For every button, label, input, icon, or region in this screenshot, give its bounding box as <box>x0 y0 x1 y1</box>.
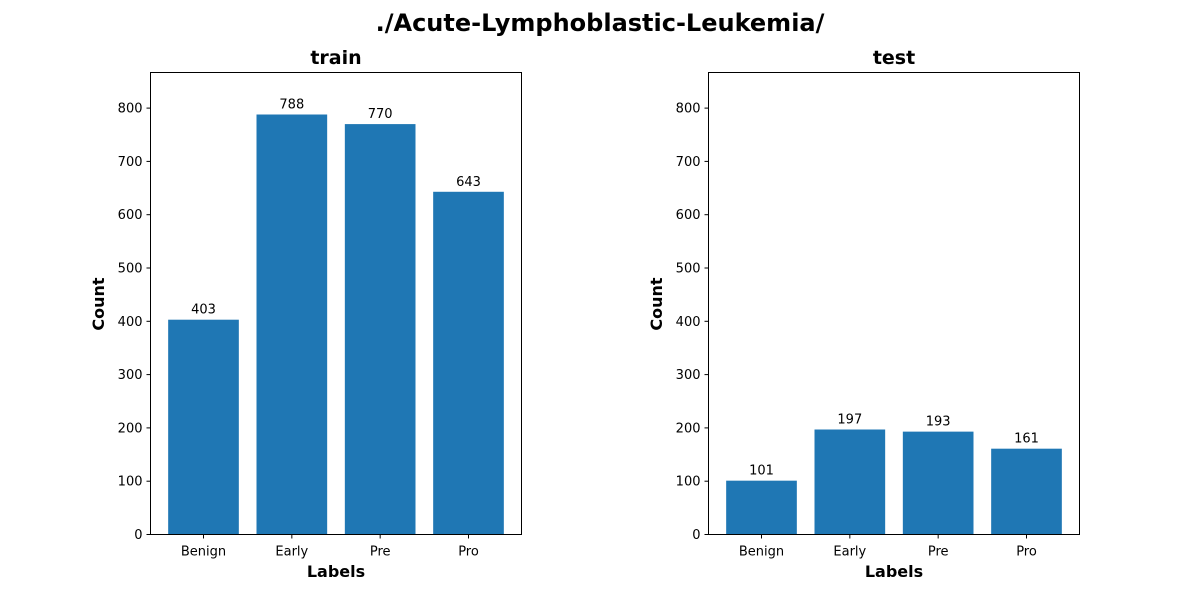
data-label-pro: 643 <box>456 175 481 190</box>
subplot-test: test Labels Count Benign Early Pre Pro 0 100… <box>647 47 1080 581</box>
y-axis-label: Count <box>89 277 108 331</box>
y-tick-label-100: 100 <box>676 475 701 490</box>
data-label-benign: 403 <box>191 303 216 318</box>
y-tick-label-300: 300 <box>118 368 143 383</box>
y-tick-label-200: 200 <box>118 421 143 436</box>
y-ticks-group: 0 100 200 300 400 500 600 700 800 <box>676 102 709 543</box>
subplot-title: test <box>873 47 915 69</box>
y-tick-label-600: 600 <box>676 208 701 223</box>
y-tick-label-500: 500 <box>118 262 143 277</box>
data-label-pre: 193 <box>926 415 951 430</box>
subplot-title: train <box>310 47 361 69</box>
y-tick-label-600: 600 <box>118 208 143 223</box>
bar-pre <box>344 124 416 535</box>
y-tick-label-400: 400 <box>676 315 701 330</box>
y-axis-label: Count <box>647 277 666 331</box>
y-tick-label-800: 800 <box>118 102 143 117</box>
data-label-pro: 161 <box>1014 432 1039 447</box>
bars-group <box>726 429 1062 535</box>
x-tick-label-pro: Pro <box>1016 545 1037 560</box>
bar-benign <box>726 480 797 535</box>
data-labels-group: 101 197 193 161 <box>749 413 1039 479</box>
axes-frame <box>150 72 522 535</box>
x-tick-label-benign: Benign <box>181 545 226 560</box>
y-tick-label-500: 500 <box>676 262 701 277</box>
bar-early <box>814 429 886 535</box>
y-tick-label-200: 200 <box>676 421 701 436</box>
y-tick-label-700: 700 <box>676 155 701 170</box>
y-tick-label-800: 800 <box>676 102 701 117</box>
y-tick-label-400: 400 <box>118 315 143 330</box>
x-tick-label-pre: Pre <box>928 545 949 560</box>
x-tick-label-benign: Benign <box>739 545 784 560</box>
x-axis-label: Labels <box>865 562 923 581</box>
y-tick-label-0: 0 <box>692 528 700 543</box>
x-ticks-group: Benign Early Pre Pro <box>739 534 1037 560</box>
data-label-early: 788 <box>279 98 304 113</box>
bars-group <box>168 114 504 535</box>
subplot-train: train Labels Count Benign Early Pre Pro 0 10… <box>89 47 522 581</box>
y-tick-label-100: 100 <box>118 475 143 490</box>
data-label-benign: 101 <box>749 464 774 479</box>
x-tick-label-early: Early <box>275 545 308 560</box>
bar-early <box>256 114 328 535</box>
axes-frame <box>708 72 1080 535</box>
y-tick-label-300: 300 <box>676 368 701 383</box>
x-tick-label-pre: Pre <box>370 545 391 560</box>
data-label-pre: 770 <box>368 107 393 122</box>
bar-pre <box>902 431 974 535</box>
data-labels-group: 403 788 770 643 <box>191 98 481 318</box>
bar-benign <box>168 319 239 535</box>
x-tick-label-early: Early <box>833 545 866 560</box>
data-label-early: 197 <box>837 413 862 428</box>
figure-suptitle: ./Acute-Lymphoblastic-Leukemia/ <box>376 9 825 37</box>
y-ticks-group: 0 100 200 300 400 500 600 700 800 <box>118 102 151 543</box>
x-axis-label: Labels <box>307 562 365 581</box>
x-tick-label-pro: Pro <box>458 545 479 560</box>
y-tick-label-700: 700 <box>118 155 143 170</box>
y-tick-label-0: 0 <box>134 528 142 543</box>
bar-pro <box>433 191 504 535</box>
bar-pro <box>991 448 1062 535</box>
x-ticks-group: Benign Early Pre Pro <box>181 534 479 560</box>
